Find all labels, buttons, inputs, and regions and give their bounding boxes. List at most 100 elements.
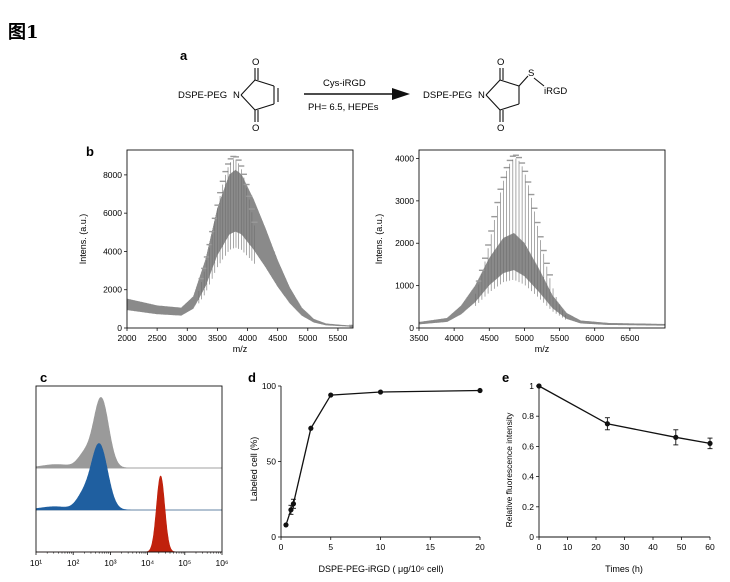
maleimide-ring [240, 68, 279, 122]
b-right-spectrum-xtick-label: 3500 [410, 333, 429, 343]
reagent-below: PH= 6.5, HEPEs [308, 102, 379, 113]
d-data-point [290, 501, 297, 507]
reagent-above: Cys-iRGD [323, 78, 366, 89]
b-left-spectrum-ytick-label: 4000 [103, 246, 122, 256]
b-right-spectrum-ytick-label: 4000 [395, 153, 414, 163]
chart-b-left: 2000 2500 3000 3500 4000 4500 5000 550002000400… [78, 149, 354, 354]
panel-b-label: b [86, 144, 94, 159]
e-xlabel: Times (h) [605, 564, 643, 574]
spectrum-trace [418, 233, 666, 326]
e-ytick-label: 0 [529, 532, 534, 542]
e-ytick-label: 0.2 [522, 502, 534, 512]
peak-annotation [485, 244, 492, 246]
peak-annotation [248, 208, 255, 210]
b-left-spectrum-ytick-label: 2000 [103, 285, 122, 295]
c-xtick-label: 10² [67, 558, 79, 568]
d-xtick-label: 20 [475, 542, 485, 552]
b-right-spectrum-ytick-label: 1000 [395, 281, 414, 291]
e-ylabel: Relative fluorescence intensity [504, 412, 514, 528]
e-series [536, 383, 713, 450]
chart-c: 10¹ 10² 10³ 10⁴ 10⁵ 10⁶ [30, 385, 228, 568]
b-right-spectrum-ytick-label: 3000 [395, 196, 414, 206]
d-xtick-label: 15 [426, 542, 436, 552]
b-left-spectrum-ytick-label: 8000 [103, 170, 122, 180]
d-xtick-label: 0 [279, 542, 284, 552]
d-xtick-label: 5 [328, 542, 333, 552]
peak-annotation [214, 204, 221, 206]
d-xtick-label: 10 [376, 542, 386, 552]
c-xtick-label: 10⁴ [141, 558, 154, 568]
peak-annotation [531, 207, 538, 209]
peak-annotation [519, 162, 526, 164]
e-xtick-label: 10 [563, 542, 573, 552]
b-right-spectrum-xtick-label: 6500 [620, 333, 639, 343]
e-data-point [536, 383, 542, 389]
peak-annotation [209, 230, 216, 233]
c-xtick-label: 10³ [104, 558, 116, 568]
e-xtick-label: 50 [677, 542, 687, 552]
b-right-ylabel: Intens. (a.u.) [374, 214, 384, 265]
spectrum-trace [126, 169, 354, 328]
b-left-spectrum-xtick-label: 2500 [148, 333, 167, 343]
peak-annotation [240, 173, 247, 175]
e-xtick-label: 20 [591, 542, 601, 552]
b-right-spectrum [418, 154, 666, 326]
peak-annotation [201, 267, 208, 270]
b-left-spectrum-xtick-label: 3000 [178, 333, 197, 343]
e-xtick-label: 0 [537, 542, 542, 552]
peak-annotation [506, 159, 513, 162]
peak-annotation [238, 165, 245, 167]
e-xtick-label: 30 [620, 542, 630, 552]
panel-a-label: a [180, 48, 188, 63]
chart-b-right: 3500 4000 4500 5000 5500 6000 6500 0 1000 2000 300… [374, 149, 666, 354]
panel-c-label: c [40, 370, 47, 385]
chart-e: 0 10 20 30 40 50 60 0 0.2 0.4 0.6 0.8 1 Times (h) Re… [504, 381, 715, 574]
peak-annotation [251, 221, 258, 223]
peak-annotation [522, 170, 529, 173]
b-right-xlabel: m/z [535, 344, 550, 354]
succinimide-ring [485, 68, 545, 122]
b-right-spectrum-xtick-label: 5000 [515, 333, 534, 343]
product-atom-s: S [528, 68, 534, 79]
panel-a: a DSPE-PEG N O O Cys-iRGD PH= 6.5, HEPEs… [178, 48, 567, 134]
peak-annotation [494, 201, 501, 204]
d-ylabel: Labeled cell (%) [249, 437, 259, 502]
peak-annotation [219, 180, 226, 183]
b-right-spectrum-xtick-label: 5500 [550, 333, 569, 343]
peak-annotation [488, 230, 495, 232]
e-data-point [707, 440, 713, 446]
peak-annotation [497, 188, 504, 190]
peak-annotation [235, 159, 242, 161]
product-atom-o-bottom: O [497, 123, 504, 134]
peak-annotation [546, 274, 553, 276]
b-left-spectrum-xtick-label: 3500 [208, 333, 227, 343]
c-histogram [35, 443, 222, 511]
b-right-spectrum-xtick-label: 4000 [445, 333, 464, 343]
b-left-spectrum-xtick-label: 4000 [238, 333, 257, 343]
peak-annotation [540, 249, 547, 252]
d-data-point [477, 387, 483, 394]
figure-title: 图1 [8, 22, 39, 43]
peak-annotation [503, 166, 510, 169]
reactant-atom-o-bottom: O [252, 123, 259, 134]
d-ytick-label: 0 [271, 532, 276, 542]
e-data-point [673, 434, 679, 440]
b-right-spectrum-ytick-label: 2000 [395, 238, 414, 248]
product-atom-o-top: O [497, 57, 504, 68]
d-series-line [285, 389, 481, 526]
peak-annotation [525, 181, 532, 183]
b-left-frame [126, 149, 354, 329]
panel-e-label: e [502, 370, 509, 385]
peak-annotation [232, 156, 239, 158]
e-ytick-label: 0.6 [522, 441, 534, 451]
d-xlabel: DSPE-PEG-iRGD ( μg/10⁶ cell) [319, 564, 444, 574]
peak-annotation [528, 193, 535, 196]
b-left-ylabel: Intens. (a.u.) [78, 214, 88, 265]
reactant-prefix: DSPE-PEG [178, 90, 227, 101]
peak-annotation [211, 217, 218, 220]
product-prefix: DSPE-PEG [423, 90, 472, 101]
reactant-atom-n: N [233, 90, 240, 101]
b-right-spectrum-ytick-label: 0 [409, 323, 414, 333]
b-left-spectrum-xtick-label: 5500 [328, 333, 347, 343]
reactant-atom-o-top: O [252, 57, 259, 68]
